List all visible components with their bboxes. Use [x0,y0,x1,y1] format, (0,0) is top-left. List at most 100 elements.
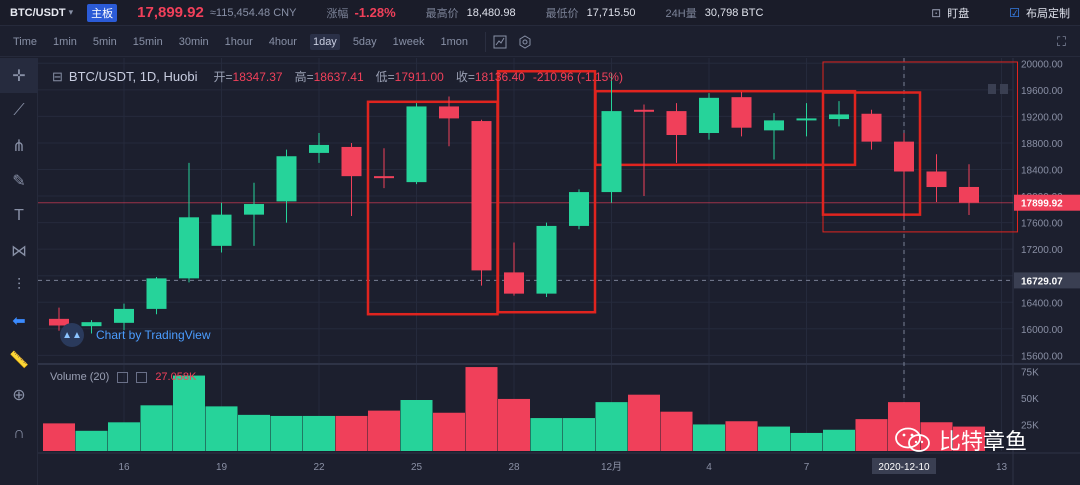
candle-body [114,308,134,323]
candle-body [959,186,979,203]
symbol-selector[interactable]: BTC/USDT [10,6,66,19]
candle-body [634,109,654,112]
volume-tick-label: 50K [1021,394,1039,405]
interval-5min[interactable]: 5min [92,35,117,48]
volume-bar [823,429,855,451]
watch-button[interactable]: 盯盘 [947,8,970,20]
watch-icon[interactable]: ⊡ [931,6,942,20]
high-value: 18637.41 [313,69,364,84]
candle-body [504,272,524,294]
highlight-boxes [366,61,1018,316]
volume-bar [725,421,758,451]
interval-1day[interactable]: 1day [309,33,340,50]
candle-body [179,217,199,279]
price-tick-label: 18800.00 [1021,139,1063,150]
candle-body [926,171,947,188]
settings-box-icon[interactable] [117,371,129,383]
settings-icon[interactable] [511,32,533,52]
price-tick-label: 16000.00 [1021,325,1063,336]
time-tick-label: 16 [118,462,130,473]
cny-price: ≈115,454.48 CNY [209,6,297,19]
drawing-toolbar: ✛ ⟋ ⋔ ✎ T ⋈ ⫶ ⬅ 📏 ⊕ ∩ [0,58,38,485]
price-tick-label: 19600.00 [1021,86,1063,97]
brand-text: 比特章鱼 [939,430,1028,455]
interval-15min[interactable]: 15min [132,35,163,48]
time-tick-label: 7 [804,462,810,473]
trendline-icon[interactable]: ⟋ [13,101,25,119]
back-arrow-icon[interactable]: ⬅ [12,312,26,330]
volume-bar [75,430,108,451]
price-chart[interactable]: 20000.00 19600.00 19200.00 18800.00 18400.00… [38,58,1080,485]
legend-toggle-icon[interactable]: ⊟ [52,68,63,84]
board-badge[interactable]: 主板 [87,3,118,22]
volume-bar [43,423,75,451]
interval-1mon[interactable]: 1mon [440,35,468,48]
wechat-icon [895,427,930,452]
change-value: -210.96 (-1.15%) [532,69,623,84]
volume-bar [433,412,465,451]
interval-30min[interactable]: 30min [178,35,209,48]
volume-bar [335,415,368,451]
volume-value: 30,798 BTC [704,6,764,19]
zoom-icon[interactable]: ⊕ [12,386,26,404]
volume-bar [140,405,173,451]
close-box-icon[interactable] [136,371,148,383]
volume-tick-label: 75K [1021,367,1039,378]
pattern-icon[interactable]: ⋈ [11,242,27,260]
volume-bar [660,411,693,451]
chevron-down-icon[interactable]: ▾ [68,7,74,17]
low-label: 低= [375,70,395,84]
price-tick-label: 19200.00 [1021,112,1063,123]
volume-bar [498,398,530,451]
high-value: 18,480.98 [466,6,516,19]
volume-bar [855,419,888,451]
low-value: 17,715.50 [586,6,636,19]
candle-body [666,111,687,135]
interval-4hour[interactable]: 4hour [268,35,297,48]
volume-bar [173,375,205,451]
layout-button[interactable]: 布局定制 [1026,8,1070,20]
interval-1hour[interactable]: 1hour [224,35,253,48]
volume-bar [205,406,238,451]
candle-body [81,322,102,327]
chart-legend: ⊟ BTC/USDT, 1D, Huobi 开= 18347.37 高= 18637… [52,68,623,85]
candle-body [536,225,557,294]
volume-bar [628,394,660,451]
interval-1week[interactable]: 1week [392,35,425,48]
candle-body [796,118,817,121]
time-tick-label: 13 [996,462,1008,473]
current-price-tag [1014,194,1080,211]
interval-time[interactable]: Time [13,35,38,48]
candles [49,73,979,334]
fullscreen-icon[interactable]: ⛶ [1056,33,1066,49]
axes: 20000.00 19600.00 19200.00 18800.00 18400.00… [118,59,1080,474]
time-tick-label: 28 [508,462,520,473]
close-value: 18136.40 [474,69,525,84]
text-icon[interactable]: T [14,206,24,224]
price-tick-label: 17200.00 [1021,245,1063,256]
volume-bar [303,415,335,451]
volume-bar [530,418,563,451]
candle-body [374,176,394,179]
tradingview-watermark[interactable]: ▲▲ Chart by TradingView [60,323,211,347]
volume-bar [270,415,303,451]
time-tick-label: 19 [216,462,228,473]
measure-icon[interactable]: ⫶ [16,276,21,294]
indicator-icon[interactable] [485,31,507,52]
volume-bars [43,367,985,451]
candle-body [211,214,232,246]
candle-body [764,120,784,131]
fork-icon[interactable]: ⋔ [12,137,26,155]
magnet-icon[interactable]: ∩ [13,424,25,442]
layout-icon[interactable]: ☑ [1009,6,1020,20]
interval-5day[interactable]: 5day [352,35,377,48]
price-tick-label: 18400.00 [1021,166,1063,177]
watermark-text: Chart by TradingView [96,328,211,342]
interval-1min[interactable]: 1min [53,35,77,48]
crosshair-icon[interactable]: ✛ [0,58,38,93]
highlight-box [496,70,597,314]
crosshair-price-tag [1014,272,1080,289]
crosshair-price-label: 16729.07 [1021,276,1063,287]
brush-icon[interactable]: ✎ [12,172,26,190]
ruler-icon[interactable]: 📏 [9,351,29,369]
